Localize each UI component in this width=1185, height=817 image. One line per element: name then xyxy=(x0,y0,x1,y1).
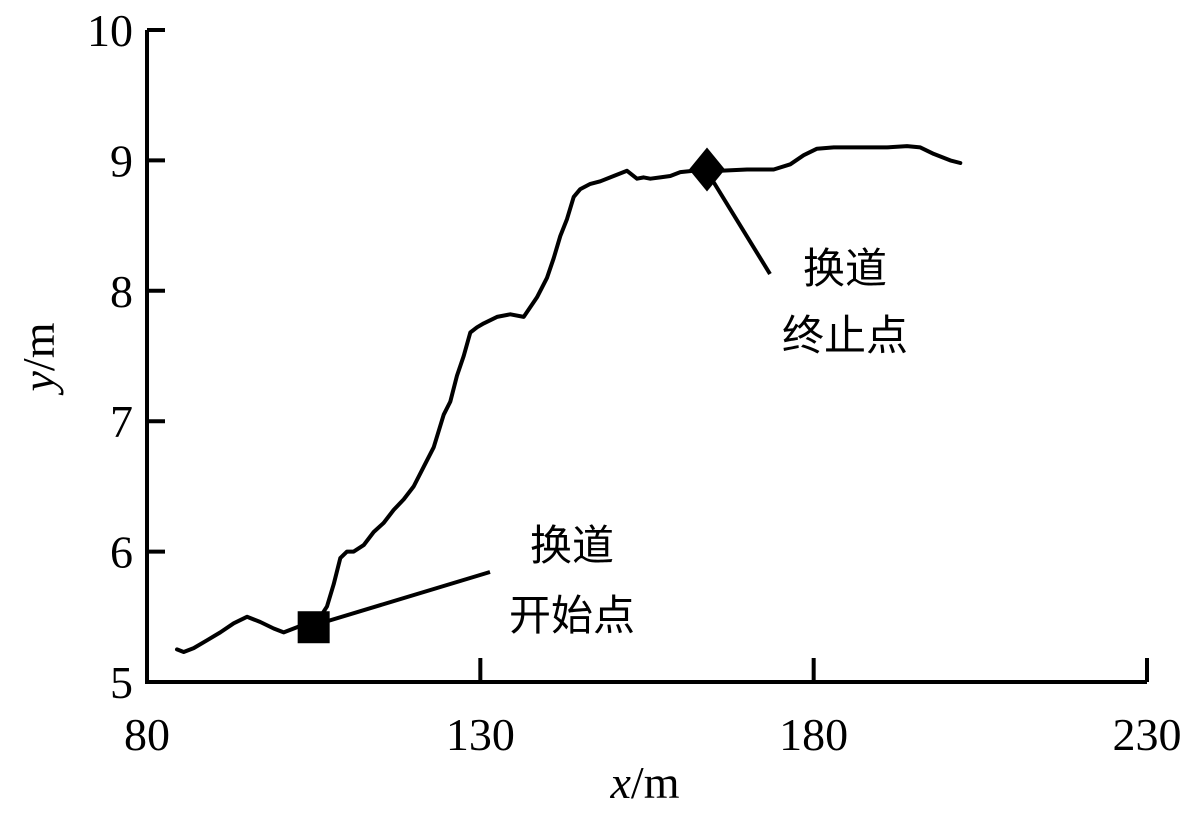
y-tick-label: 10 xyxy=(87,5,133,56)
y-axis-unit: /m xyxy=(13,322,64,371)
end-point-marker xyxy=(689,147,725,192)
x-tick-label: 130 xyxy=(446,709,515,760)
x-tick-label: 230 xyxy=(1113,709,1182,760)
annotation-start: 换道 开始点 xyxy=(317,521,635,640)
axes: 5 6 7 8 9 10 80 130 180 230 xyxy=(87,5,1182,760)
y-tick-label: 5 xyxy=(110,657,133,708)
start-point-marker xyxy=(297,611,330,644)
x-axis-unit: /m xyxy=(631,757,680,808)
y-tick-label: 6 xyxy=(110,527,133,578)
x-axis-title: x/m xyxy=(610,757,680,808)
y-axis-var: y xyxy=(13,370,64,395)
y-tick-label: 7 xyxy=(110,396,133,447)
annotation-start-line1: 换道 xyxy=(530,521,614,570)
annotation-end-line2: 终止点 xyxy=(782,311,908,360)
x-tick-label: 80 xyxy=(124,709,170,760)
annotation-end-line1: 换道 xyxy=(803,244,887,293)
annotation-start-leader xyxy=(317,570,491,626)
plot-area xyxy=(175,144,963,654)
annotation-end: 换道 终止点 xyxy=(706,171,908,360)
trajectory-line xyxy=(175,144,963,654)
y-tick-label: 9 xyxy=(110,135,133,186)
x-tick-label: 180 xyxy=(779,709,848,760)
y-tick-label: 8 xyxy=(110,266,133,317)
annotation-end-leader xyxy=(706,171,772,276)
x-axis-var: x xyxy=(610,757,632,808)
annotation-start-line2: 开始点 xyxy=(509,591,635,640)
y-axis-title: y/m xyxy=(13,322,64,395)
